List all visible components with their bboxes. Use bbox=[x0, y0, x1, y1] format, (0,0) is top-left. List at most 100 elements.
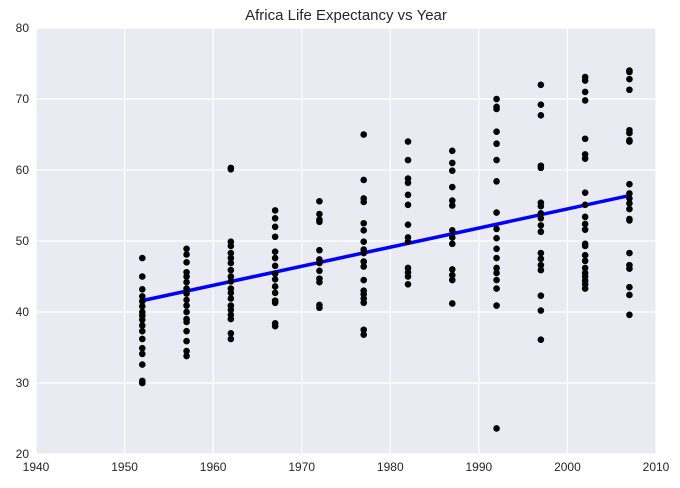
data-points bbox=[138, 67, 633, 432]
data-point bbox=[138, 379, 146, 387]
data-point bbox=[271, 207, 279, 214]
data-point bbox=[626, 190, 633, 197]
data-point bbox=[360, 219, 368, 227]
data-point bbox=[626, 68, 633, 76]
data-point bbox=[271, 262, 279, 270]
data-point bbox=[271, 299, 279, 307]
data-point bbox=[581, 257, 589, 265]
data-point bbox=[404, 201, 412, 209]
data-point bbox=[183, 273, 190, 280]
data-point bbox=[183, 251, 190, 258]
data-point bbox=[227, 295, 235, 302]
data-point bbox=[183, 302, 190, 309]
data-point bbox=[537, 228, 545, 236]
data-point bbox=[227, 242, 235, 250]
data-point bbox=[360, 299, 368, 307]
data-point bbox=[626, 75, 633, 83]
data-point bbox=[493, 269, 500, 277]
data-point bbox=[537, 249, 545, 257]
data-point bbox=[227, 273, 235, 280]
data-point bbox=[581, 155, 589, 162]
data-point bbox=[404, 156, 412, 164]
data-point bbox=[183, 308, 190, 316]
data-point bbox=[493, 276, 500, 284]
data-point bbox=[138, 361, 146, 368]
data-point bbox=[626, 265, 633, 272]
data-point bbox=[183, 245, 190, 253]
y-tick-label: 60 bbox=[16, 163, 30, 177]
data-point bbox=[316, 210, 323, 218]
data-point bbox=[581, 97, 589, 104]
data-point bbox=[626, 283, 633, 291]
data-point bbox=[316, 218, 323, 226]
data-point bbox=[360, 263, 368, 270]
data-point bbox=[183, 347, 190, 355]
data-point bbox=[581, 264, 589, 272]
data-point bbox=[448, 167, 456, 175]
data-point bbox=[404, 238, 412, 246]
data-point bbox=[138, 335, 146, 343]
data-point bbox=[271, 233, 279, 241]
data-point bbox=[626, 129, 633, 137]
data-point bbox=[448, 240, 456, 248]
data-point bbox=[360, 249, 368, 257]
data-point bbox=[537, 202, 545, 210]
data-point bbox=[271, 223, 279, 231]
data-point bbox=[493, 225, 500, 233]
data-point bbox=[626, 291, 633, 299]
y-tick-label: 40 bbox=[16, 305, 30, 319]
data-point bbox=[626, 86, 633, 94]
data-point bbox=[493, 178, 500, 185]
data-point bbox=[626, 249, 633, 257]
data-point bbox=[537, 266, 545, 274]
data-point bbox=[183, 318, 190, 326]
data-point bbox=[448, 227, 456, 234]
data-point bbox=[138, 254, 146, 262]
data-point bbox=[316, 278, 323, 286]
x-tick-label: 1960 bbox=[200, 460, 227, 474]
y-tick-label: 50 bbox=[16, 234, 30, 248]
data-point bbox=[227, 254, 235, 262]
data-point bbox=[404, 138, 412, 145]
data-point bbox=[493, 209, 500, 216]
y-tick-label: 70 bbox=[16, 92, 30, 106]
chart-title: Africa Life Expectancy vs Year bbox=[245, 7, 447, 24]
y-tick-label: 20 bbox=[16, 447, 30, 461]
data-point bbox=[448, 147, 456, 155]
x-tick-label: 1970 bbox=[288, 460, 315, 474]
data-point bbox=[360, 176, 368, 184]
data-point bbox=[404, 179, 412, 187]
x-tick-label: 1980 bbox=[377, 460, 404, 474]
data-point bbox=[448, 271, 456, 279]
data-point bbox=[227, 259, 235, 267]
data-point bbox=[537, 164, 545, 172]
data-point bbox=[138, 285, 146, 293]
data-point bbox=[271, 254, 279, 262]
data-point bbox=[581, 285, 589, 292]
data-point bbox=[360, 326, 368, 334]
data-point bbox=[404, 221, 412, 228]
data-point bbox=[360, 131, 368, 138]
data-point bbox=[360, 227, 368, 234]
data-point bbox=[183, 352, 190, 360]
data-point bbox=[537, 261, 545, 269]
data-point bbox=[626, 311, 633, 319]
x-tick-label: 1950 bbox=[111, 460, 138, 474]
data-point bbox=[581, 251, 589, 259]
data-point bbox=[138, 316, 146, 324]
fit-line-group bbox=[140, 193, 632, 303]
data-point bbox=[493, 95, 500, 103]
data-point bbox=[537, 112, 545, 119]
data-point bbox=[138, 293, 146, 300]
data-point bbox=[271, 322, 279, 330]
data-point bbox=[183, 278, 190, 286]
data-point bbox=[493, 264, 500, 272]
data-point bbox=[448, 159, 456, 167]
data-point bbox=[537, 222, 545, 229]
data-point bbox=[271, 214, 279, 222]
data-point bbox=[537, 307, 545, 314]
data-point bbox=[626, 195, 633, 202]
data-point bbox=[626, 217, 633, 224]
data-point bbox=[493, 140, 500, 148]
